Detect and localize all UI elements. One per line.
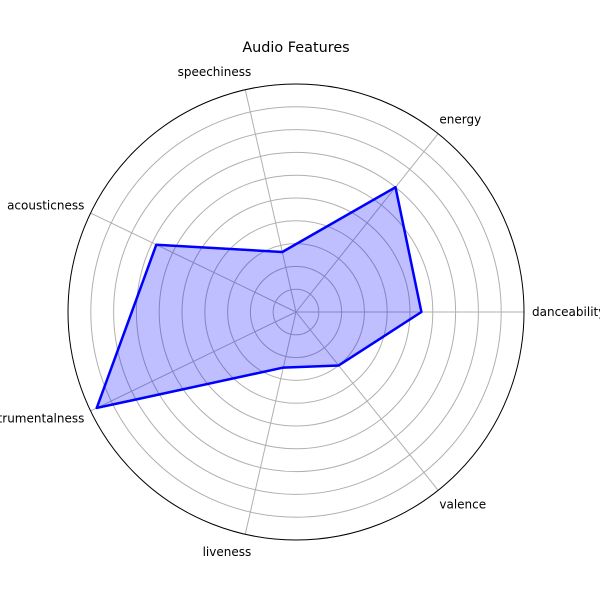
- axis-label-speechiness: speechiness: [178, 65, 252, 79]
- axis-label-acousticness: acousticness: [7, 198, 84, 212]
- axis-label-danceability: danceability: [532, 305, 600, 319]
- axis-label-liveness: liveness: [203, 545, 252, 559]
- axis-label-instrumentalness: instrumentalness: [0, 412, 84, 426]
- chart-title: Audio Features: [242, 40, 349, 56]
- series-0-area: [97, 187, 422, 408]
- series-layer: [97, 187, 422, 408]
- axis-label-valence: valence: [439, 497, 486, 511]
- axis-label-energy: energy: [439, 113, 481, 127]
